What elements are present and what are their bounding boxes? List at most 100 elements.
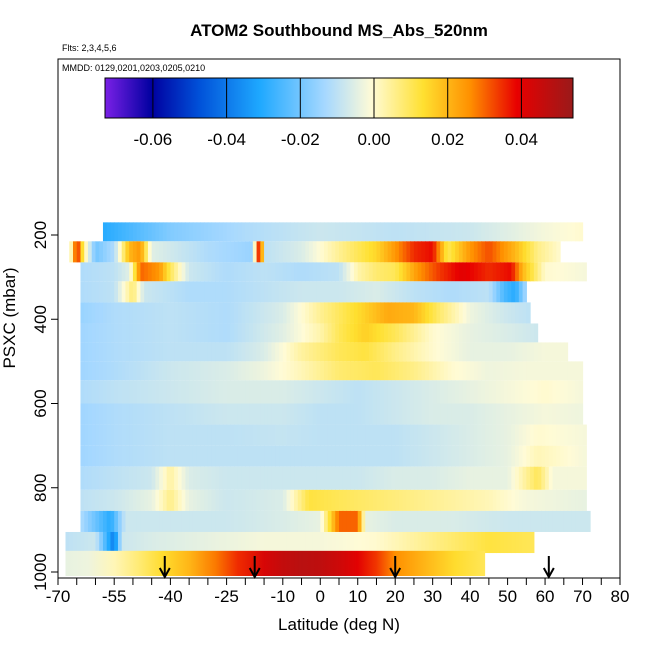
heatmap-cell [207, 489, 213, 511]
heatmap-cell [192, 281, 198, 303]
heatmap-cell [485, 510, 490, 532]
heatmap-cell [207, 466, 213, 490]
heatmap-cell [556, 510, 561, 532]
heatmap-cell [320, 466, 325, 490]
heatmap-cell [481, 445, 486, 467]
heatmap-cell [110, 323, 115, 343]
heatmap-cell [552, 361, 557, 381]
heatmap-cell [507, 380, 512, 404]
heatmap-cell [226, 222, 231, 242]
heatmap-cell [275, 342, 280, 362]
heatmap-cell [215, 241, 220, 263]
heatmap-cell [290, 281, 295, 303]
heatmap-cell [245, 281, 250, 303]
heatmap-cell [170, 380, 175, 404]
heatmap-cell [582, 424, 587, 446]
heatmap-cell [106, 445, 112, 467]
heatmap-cell [533, 241, 539, 263]
heatmap-cell [428, 380, 434, 404]
heatmap-cell [140, 531, 145, 554]
heatmap-cell [383, 466, 389, 490]
heatmap-cell [353, 531, 359, 554]
heatmap-cell [316, 361, 321, 381]
heatmap-cell [552, 510, 557, 532]
heatmap-cell [530, 222, 535, 242]
heatmap-cell [294, 361, 299, 381]
heatmap-cell [114, 489, 119, 511]
heatmap-cell [447, 466, 452, 490]
heatmap-cell [249, 222, 254, 242]
heatmap-cell [87, 531, 93, 554]
heatmap-cell [578, 424, 584, 446]
heatmap-cell [174, 241, 179, 263]
heatmap-cell [485, 342, 490, 362]
heatmap-cell [181, 361, 186, 381]
heatmap-cell [395, 466, 400, 490]
heatmap-cell [147, 424, 153, 446]
heatmap-cell [383, 510, 389, 532]
heatmap-cell [286, 323, 291, 343]
heatmap-cell [271, 510, 276, 532]
heatmap-cell [413, 262, 419, 282]
heatmap-cell [159, 531, 164, 554]
heatmap-cell [503, 281, 509, 303]
heatmap-cell [372, 281, 378, 303]
heatmap-cell [264, 323, 269, 343]
heatmap-cell [376, 342, 381, 362]
heatmap-cell [383, 302, 389, 324]
heatmap-cell [95, 489, 100, 511]
heatmap-cell [455, 342, 460, 362]
heatmap-cell [339, 380, 344, 404]
heatmap-cell [537, 403, 542, 425]
heatmap-cell [275, 262, 280, 282]
heatmap-cell [350, 510, 355, 532]
heatmap-cell [200, 262, 205, 282]
heatmap-cell [335, 222, 340, 242]
heatmap-cell [410, 342, 415, 362]
heatmap-cell [541, 241, 546, 263]
heatmap-cell [234, 281, 239, 303]
heatmap-cell [413, 531, 419, 554]
heatmap-cell [395, 445, 400, 467]
heatmap-cell [316, 510, 321, 532]
heatmap-cell [410, 380, 415, 404]
heatmap-cell [462, 342, 467, 362]
heatmap-cell [560, 489, 565, 511]
heatmap-cell [578, 380, 584, 404]
heatmap-cell [80, 262, 85, 282]
heatmap-cell [316, 342, 321, 362]
heatmap-cell [91, 241, 97, 263]
heatmap-cell [200, 445, 205, 467]
heatmap-cell [324, 489, 329, 511]
heatmap-cell [346, 489, 351, 511]
heatmap-cell [503, 241, 509, 263]
heatmap-cell [106, 361, 112, 381]
heatmap-cell [425, 281, 430, 303]
heatmap-cell [365, 361, 370, 381]
heatmap-cell [556, 380, 561, 404]
heatmap-cell [207, 281, 213, 303]
heatmap-cell [252, 281, 258, 303]
heatmap-cell [252, 403, 258, 425]
heatmap-cell [271, 323, 276, 343]
heatmap-cell [466, 281, 471, 303]
heatmap-cell [162, 424, 168, 446]
heatmap-cell [129, 403, 134, 425]
heatmap-cell [357, 466, 363, 490]
heatmap-cell [282, 424, 288, 446]
heatmap-cell [189, 262, 194, 282]
heatmap-cell [215, 403, 220, 425]
heatmap-cell [181, 342, 186, 362]
heatmap-cell [361, 510, 366, 532]
heatmap-cell [380, 262, 385, 282]
heatmap-cell [515, 510, 520, 532]
heatmap-cell [196, 361, 201, 381]
heatmap-cell [410, 281, 415, 303]
heatmap-cell [346, 466, 351, 490]
heatmap-cell [106, 262, 112, 282]
heatmap-cell [140, 262, 145, 282]
heatmap-cell [515, 531, 520, 554]
heatmap-cell [136, 489, 142, 511]
heatmap-cell [458, 302, 464, 324]
heatmap-cell [376, 466, 381, 490]
